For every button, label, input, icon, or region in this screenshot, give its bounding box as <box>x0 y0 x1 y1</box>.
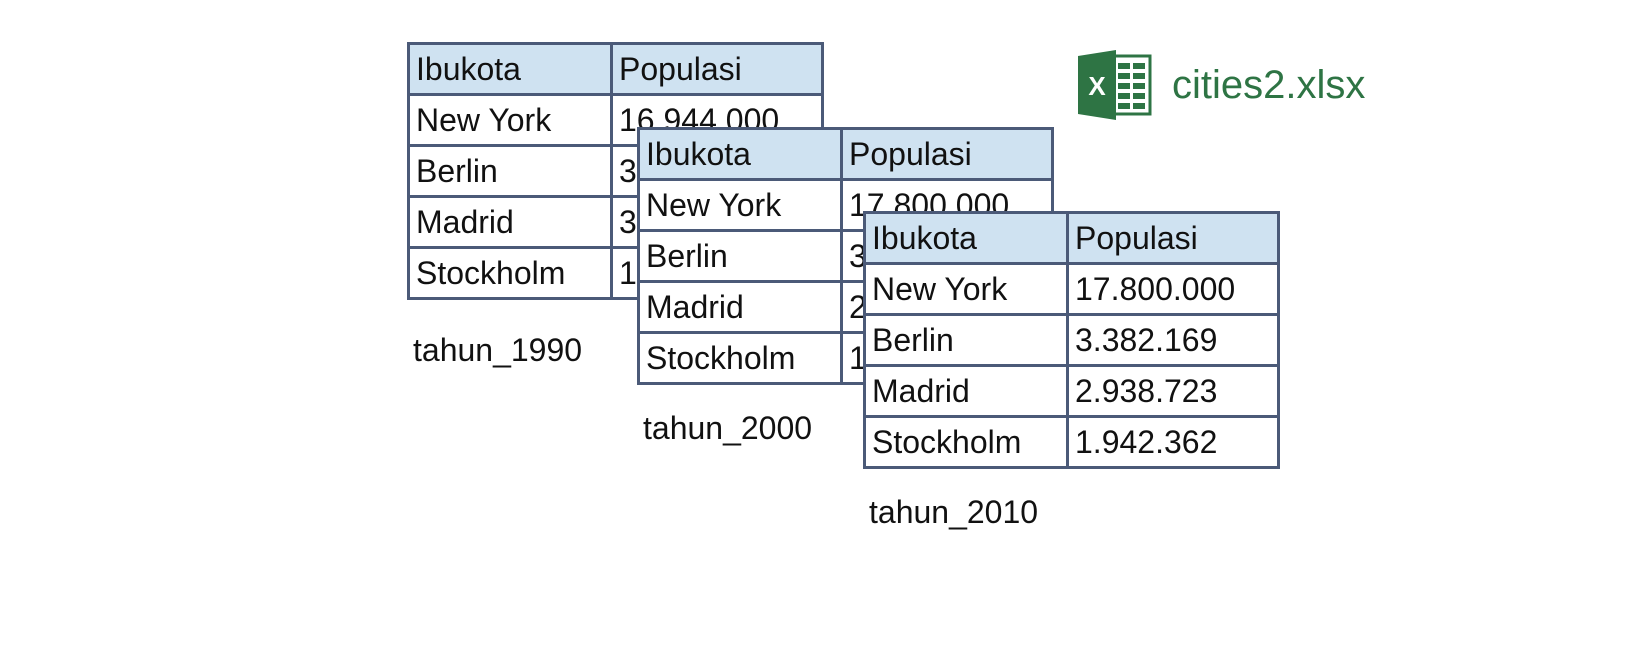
header-cell: Populasi <box>1066 211 1280 265</box>
table-row: Berlin 3.382.169 <box>863 313 1280 367</box>
table-row: Stockholm 1.942.362 <box>863 415 1280 469</box>
cell: Madrid <box>863 364 1069 418</box>
cell: Madrid <box>407 195 613 249</box>
cell: New York <box>637 178 843 232</box>
cell: New York <box>407 93 613 147</box>
cell: 2.938.723 <box>1066 364 1280 418</box>
excel-icon: X <box>1078 50 1152 120</box>
cell: 1.942.362 <box>1066 415 1280 469</box>
cell: Madrid <box>637 280 843 334</box>
table-row: New York 16.944.000 <box>407 93 824 147</box>
cell: 3.382.169 <box>1066 313 1280 367</box>
header-cell: Ibukota <box>637 127 843 181</box>
cell: New York <box>863 262 1069 316</box>
cell: Stockholm <box>407 246 613 300</box>
cell: Stockholm <box>637 331 843 385</box>
table-row: New York 17.800.000 <box>863 262 1280 316</box>
cell: Berlin <box>637 229 843 283</box>
cell: 17.800.000 <box>1066 262 1280 316</box>
header-cell: Ibukota <box>863 211 1069 265</box>
sheet-label: tahun_2010 <box>869 494 1039 530</box>
cell: Berlin <box>863 313 1069 367</box>
file-label: X cities2.xlsx <box>1078 50 1365 120</box>
header-cell: Ibukota <box>407 42 613 96</box>
cell: Stockholm <box>863 415 1069 469</box>
cell: Berlin <box>407 144 613 198</box>
svg-text:X: X <box>1088 71 1106 101</box>
sheet-label: tahun_1990 <box>413 332 583 368</box>
sheet-label: tahun_2000 <box>643 410 813 446</box>
header-cell: Populasi <box>840 127 1054 181</box>
table-tahun-2010: Ibukota Populasi New York 17.800.000 Berli… <box>863 211 1280 469</box>
header-cell: Populasi <box>610 42 824 96</box>
file-name: cities2.xlsx <box>1172 62 1366 107</box>
table-row: Madrid 2.938.723 <box>863 364 1280 418</box>
